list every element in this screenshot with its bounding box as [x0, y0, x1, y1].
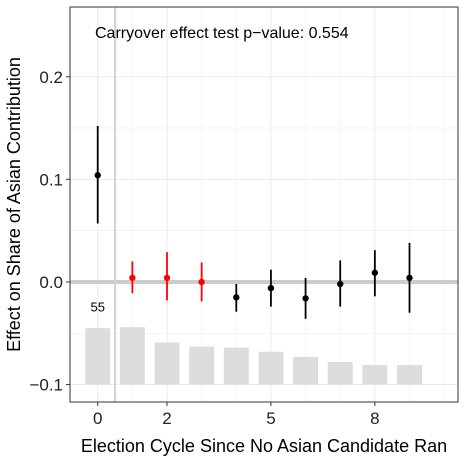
first-count-label: 55: [90, 300, 104, 315]
count-bar: [327, 361, 353, 385]
p-value-annotation: Carryover effect test p−value: 0.554: [95, 25, 349, 42]
axes: −0.1 0.0 0.1 0.2 0 2 5 8: [29, 68, 379, 428]
count-bar: [119, 327, 145, 385]
count-bar: [362, 365, 388, 385]
count-bar: [154, 342, 180, 385]
count-bars: [85, 327, 422, 385]
y-tick-label: 0.2: [39, 68, 63, 87]
point-estimate: [198, 278, 205, 286]
point-estimate: [129, 274, 136, 282]
count-bar: [223, 347, 249, 385]
x-tick-label: 2: [162, 409, 171, 428]
y-tick-label: −0.1: [29, 376, 63, 395]
point-estimate: [302, 295, 309, 302]
grid-lines: [70, 7, 458, 402]
point-estimate: [371, 269, 379, 276]
reference-lines: [70, 7, 458, 402]
count-bar: [189, 346, 215, 385]
count-bar: [85, 328, 111, 385]
x-tick-label: 8: [370, 409, 379, 428]
x-tick-label: 0: [93, 409, 102, 428]
point-estimate: [94, 172, 101, 179]
count-bar: [293, 356, 319, 385]
panel-border: [69, 6, 459, 403]
y-tick-label: 0.0: [39, 273, 63, 292]
x-axis-title: Election Cycle Since No Asian Candidate …: [81, 436, 447, 456]
y-tick-label: 0.1: [39, 170, 63, 189]
point-estimate: [267, 284, 275, 292]
point-estimate: [233, 294, 240, 301]
estimate-points: [94, 126, 413, 319]
point-estimate: [163, 274, 171, 282]
point-estimate: [406, 274, 413, 282]
count-bar: [397, 365, 422, 385]
point-estimate: [337, 280, 344, 288]
y-axis-title: Effect on Share of Asian Contribution: [4, 57, 24, 352]
x-tick-label: 5: [266, 409, 275, 428]
count-bar: [258, 351, 284, 385]
